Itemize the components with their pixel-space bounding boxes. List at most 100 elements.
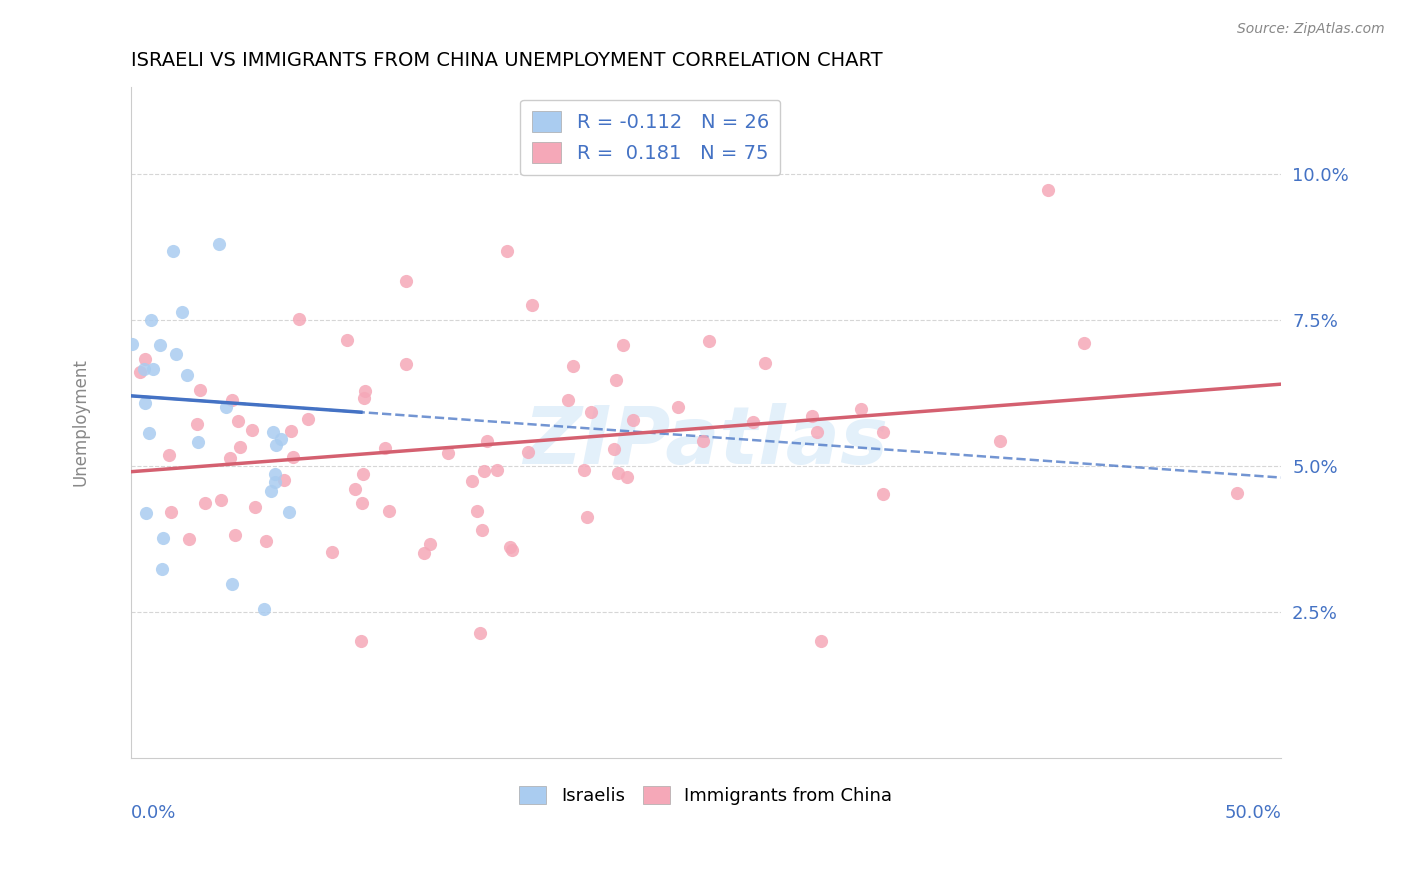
Point xyxy=(517,445,540,459)
Point xyxy=(353,391,375,405)
Point xyxy=(486,463,509,477)
Point xyxy=(264,467,287,482)
Point xyxy=(221,392,243,407)
Point xyxy=(224,528,246,542)
Point xyxy=(496,244,519,258)
Point xyxy=(354,384,377,398)
Point xyxy=(352,467,374,481)
Point xyxy=(413,546,436,560)
Point xyxy=(226,414,249,428)
Text: ZIPatlas: ZIPatlas xyxy=(523,403,889,482)
Point xyxy=(280,424,302,438)
Point xyxy=(134,351,156,366)
Point xyxy=(260,483,283,498)
Point xyxy=(374,441,396,455)
Point xyxy=(273,473,295,487)
Point xyxy=(576,509,599,524)
Point xyxy=(218,450,240,465)
Point xyxy=(471,523,494,537)
Text: Source: ZipAtlas.com: Source: ZipAtlas.com xyxy=(1237,22,1385,37)
Point xyxy=(187,435,209,450)
Point xyxy=(988,434,1011,449)
Point xyxy=(612,338,634,352)
Point xyxy=(806,425,828,440)
Point xyxy=(134,396,156,410)
Point xyxy=(121,336,143,351)
Point xyxy=(350,634,373,648)
Point xyxy=(468,625,491,640)
Point xyxy=(692,434,714,448)
Point xyxy=(186,417,208,432)
Point xyxy=(607,466,630,480)
Point xyxy=(148,338,170,352)
Point xyxy=(253,601,276,615)
Point xyxy=(176,368,198,382)
Point xyxy=(395,273,418,287)
Point xyxy=(157,448,180,462)
Point xyxy=(270,433,292,447)
Point xyxy=(872,425,894,439)
Point xyxy=(666,400,689,414)
Point xyxy=(395,357,418,371)
Point xyxy=(221,577,243,591)
Point xyxy=(572,463,595,477)
Point xyxy=(579,405,602,419)
Point xyxy=(254,534,277,549)
Point xyxy=(697,334,720,348)
Point xyxy=(616,470,638,484)
Point xyxy=(228,440,250,454)
Point xyxy=(810,634,832,648)
Text: 0.0%: 0.0% xyxy=(131,805,176,822)
Point xyxy=(801,409,824,424)
Point xyxy=(262,425,284,439)
Point xyxy=(132,362,155,376)
Point xyxy=(188,383,211,397)
Point xyxy=(139,313,162,327)
Point xyxy=(378,504,401,518)
Point xyxy=(209,492,232,507)
Point xyxy=(501,543,523,558)
Point xyxy=(141,361,163,376)
Point xyxy=(243,500,266,514)
Point xyxy=(194,495,217,509)
Point xyxy=(288,312,311,326)
Text: ISRAELI VS IMMIGRANTS FROM CHINA UNEMPLOYMENT CORRELATION CHART: ISRAELI VS IMMIGRANTS FROM CHINA UNEMPLO… xyxy=(131,51,883,70)
Point xyxy=(605,373,627,387)
Point xyxy=(557,393,579,408)
Point xyxy=(160,505,183,519)
Point xyxy=(152,532,174,546)
Point xyxy=(135,506,157,520)
Point xyxy=(436,446,458,460)
Point xyxy=(741,415,763,429)
Point xyxy=(177,533,200,547)
Point xyxy=(872,487,894,501)
Point xyxy=(343,482,366,496)
Point xyxy=(208,237,231,252)
Point xyxy=(498,541,520,555)
Point xyxy=(336,334,359,348)
Text: 50.0%: 50.0% xyxy=(1225,805,1281,822)
Point xyxy=(419,536,441,550)
Point xyxy=(350,496,373,510)
Point xyxy=(603,442,626,456)
Point xyxy=(465,504,488,518)
Point xyxy=(166,347,188,361)
Point xyxy=(520,298,543,312)
Point xyxy=(138,426,160,441)
Point xyxy=(621,413,644,427)
Point xyxy=(278,505,301,519)
Point xyxy=(1036,183,1059,197)
Point xyxy=(475,434,498,449)
Point xyxy=(264,475,287,489)
Point xyxy=(461,475,484,489)
Point xyxy=(162,244,184,258)
Point xyxy=(152,562,174,576)
Legend: Israelis, Immigrants from China: Israelis, Immigrants from China xyxy=(512,779,900,813)
Point xyxy=(561,359,583,374)
Point xyxy=(1073,336,1095,351)
Point xyxy=(472,464,495,478)
Point xyxy=(297,411,319,425)
Point xyxy=(170,305,193,319)
Point xyxy=(264,437,287,451)
Point xyxy=(214,400,236,414)
